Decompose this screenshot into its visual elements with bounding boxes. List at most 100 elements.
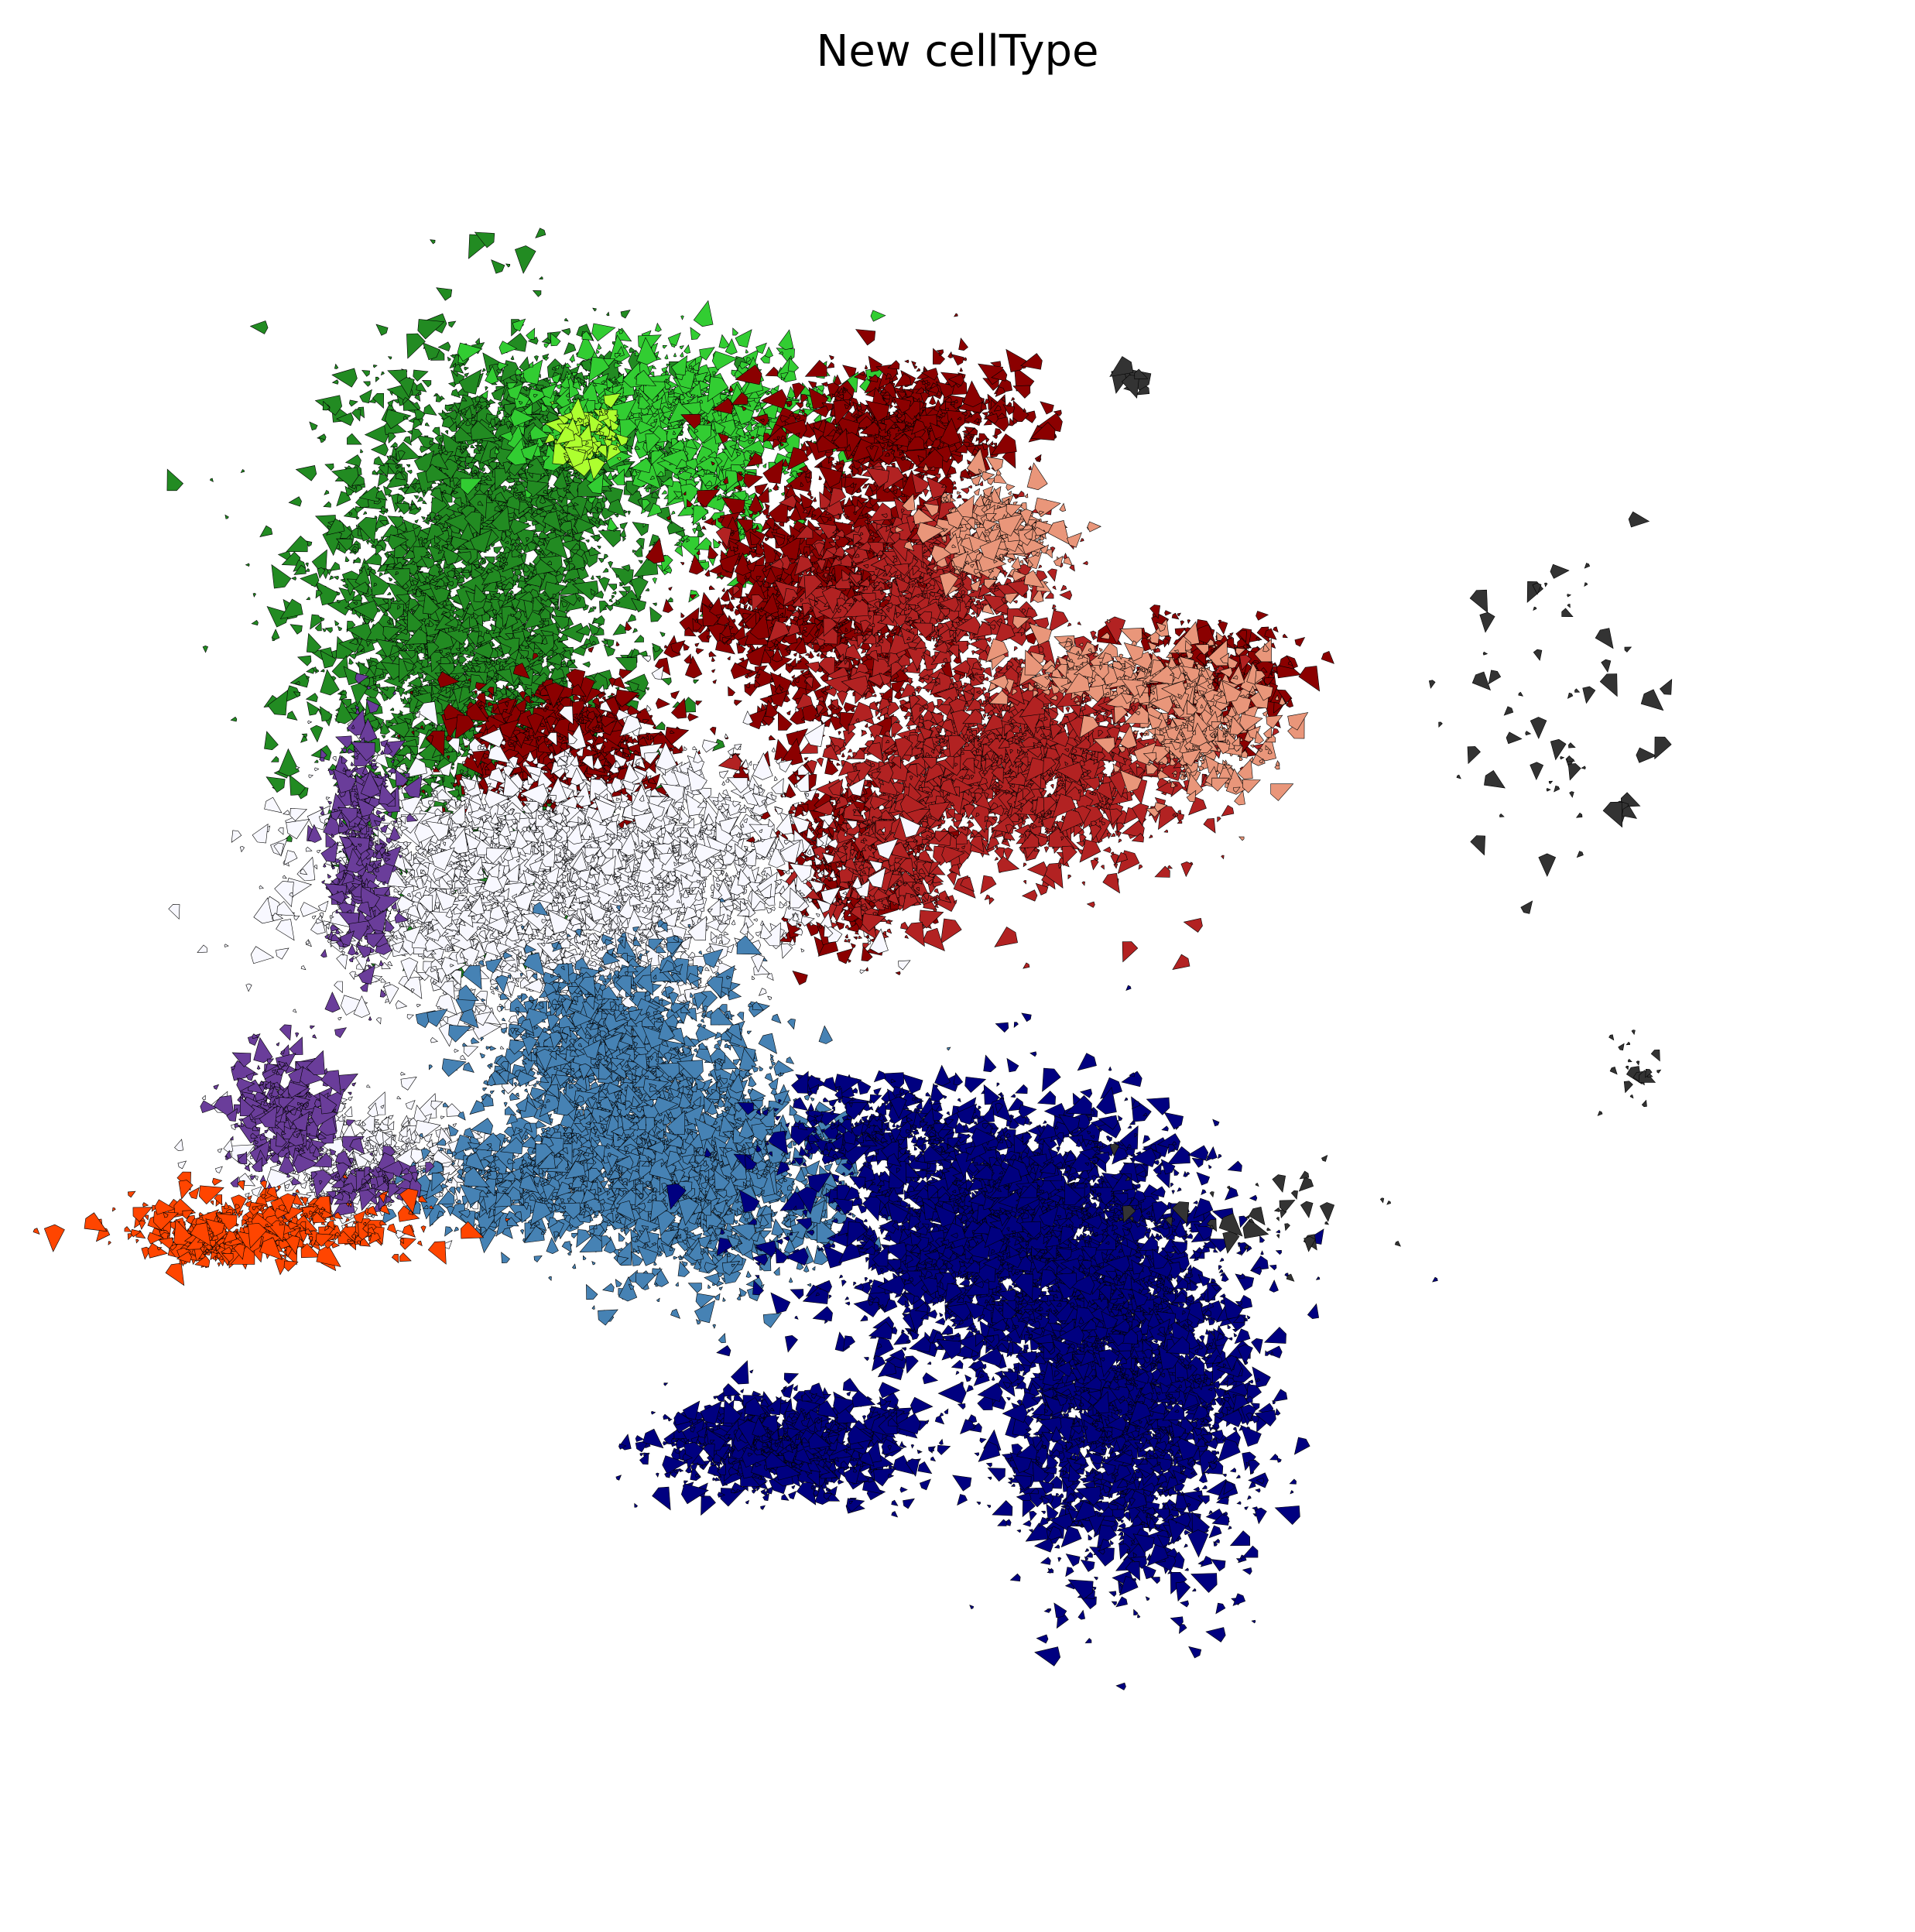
arrow-point (526, 327, 536, 340)
arrow-point (633, 635, 644, 643)
arrow-point (532, 290, 542, 297)
arrow-point (652, 602, 657, 607)
arrow-point (286, 711, 298, 721)
arrow-point (324, 490, 330, 495)
arrow-point (240, 469, 245, 473)
arrow-point (464, 366, 469, 371)
arrow-point (444, 430, 449, 435)
arrow-point (496, 410, 502, 416)
arrow-point (560, 327, 571, 336)
arrow-point (450, 766, 455, 770)
arrow-point (372, 365, 378, 368)
arrow-point (645, 587, 649, 592)
arrow-point (588, 607, 594, 614)
arrow-point (307, 701, 320, 716)
arrow-point (406, 333, 426, 359)
arrow-point (606, 311, 610, 317)
arrow-point (361, 370, 370, 377)
arrow-point (389, 707, 395, 711)
arrow-point (386, 591, 392, 595)
arrow-point (683, 344, 691, 354)
arrow-point (399, 710, 403, 714)
arrow-point (304, 568, 310, 572)
arrow-point (324, 627, 333, 633)
arrow-point (306, 667, 315, 674)
arrow-point (327, 569, 332, 576)
arrow-point (597, 545, 601, 550)
arrow-point (659, 632, 666, 637)
arrow-point (245, 563, 250, 567)
arrow-point (259, 525, 273, 538)
arrow-point (510, 355, 515, 361)
arrow-point (602, 567, 609, 573)
arrow-point (652, 365, 657, 369)
arrow-point (765, 366, 779, 377)
arrow-point (344, 454, 361, 467)
arrow-point (598, 529, 621, 548)
arrow-point (333, 575, 339, 581)
arrow-point (673, 352, 677, 358)
arrow-point (804, 359, 827, 377)
arrow-point (735, 329, 752, 348)
arrow-point (224, 514, 229, 519)
arrow-point (348, 657, 354, 665)
arrow-point (693, 300, 714, 327)
arrow-point (622, 344, 629, 349)
arrow-point (296, 655, 312, 666)
arrow-point (653, 721, 666, 731)
arrow-point (613, 513, 619, 518)
arrow-point (680, 315, 684, 320)
arrow-point (291, 576, 297, 581)
arrow-point (413, 495, 419, 499)
arrow-point (398, 487, 403, 491)
arrow-point (320, 669, 325, 673)
arrow-point (340, 578, 346, 583)
arrow-point (397, 687, 406, 698)
arrow-point (528, 361, 534, 368)
arrow-point (447, 381, 457, 388)
arrow-point (564, 317, 569, 322)
arrow-point (510, 593, 515, 598)
arrow-point (661, 490, 667, 495)
arrow-point (783, 470, 790, 475)
arrow-point (264, 731, 279, 751)
arrow-point (362, 381, 371, 387)
arrow-point (252, 592, 257, 598)
arrow-point (420, 516, 426, 520)
arrow-point (722, 491, 728, 495)
arrow-point (652, 577, 657, 584)
arrow-point (381, 735, 385, 739)
arrow-point (166, 468, 184, 492)
arrow-point (640, 509, 646, 515)
arrow-point (864, 365, 868, 370)
arrow-point (347, 433, 362, 445)
arrow-point (745, 348, 749, 354)
arrow-point (306, 632, 322, 653)
arrow-point (543, 343, 550, 348)
arrow-point (661, 677, 672, 686)
arrow-point (855, 329, 876, 346)
arrow-point (958, 337, 968, 351)
arrow-point (474, 337, 481, 344)
arrow-point (379, 572, 384, 577)
arrow-point (249, 320, 269, 334)
arrow-point (271, 564, 292, 589)
arrow-point (507, 485, 512, 489)
arrow-point (310, 724, 324, 743)
arrow-point (367, 566, 372, 570)
arrow-point (306, 596, 310, 601)
arrow-point (300, 735, 308, 743)
arrow-point (638, 560, 643, 564)
arrow-point (422, 500, 427, 505)
arrow-point (348, 399, 358, 407)
arrow-point (674, 546, 683, 557)
arrow-point (535, 228, 546, 238)
arrow-point (430, 239, 436, 245)
arrow-point (718, 334, 730, 349)
arrow-point (645, 687, 649, 691)
arrow-point (598, 557, 605, 564)
arrow-point (375, 324, 389, 336)
arrow-point (378, 691, 383, 696)
